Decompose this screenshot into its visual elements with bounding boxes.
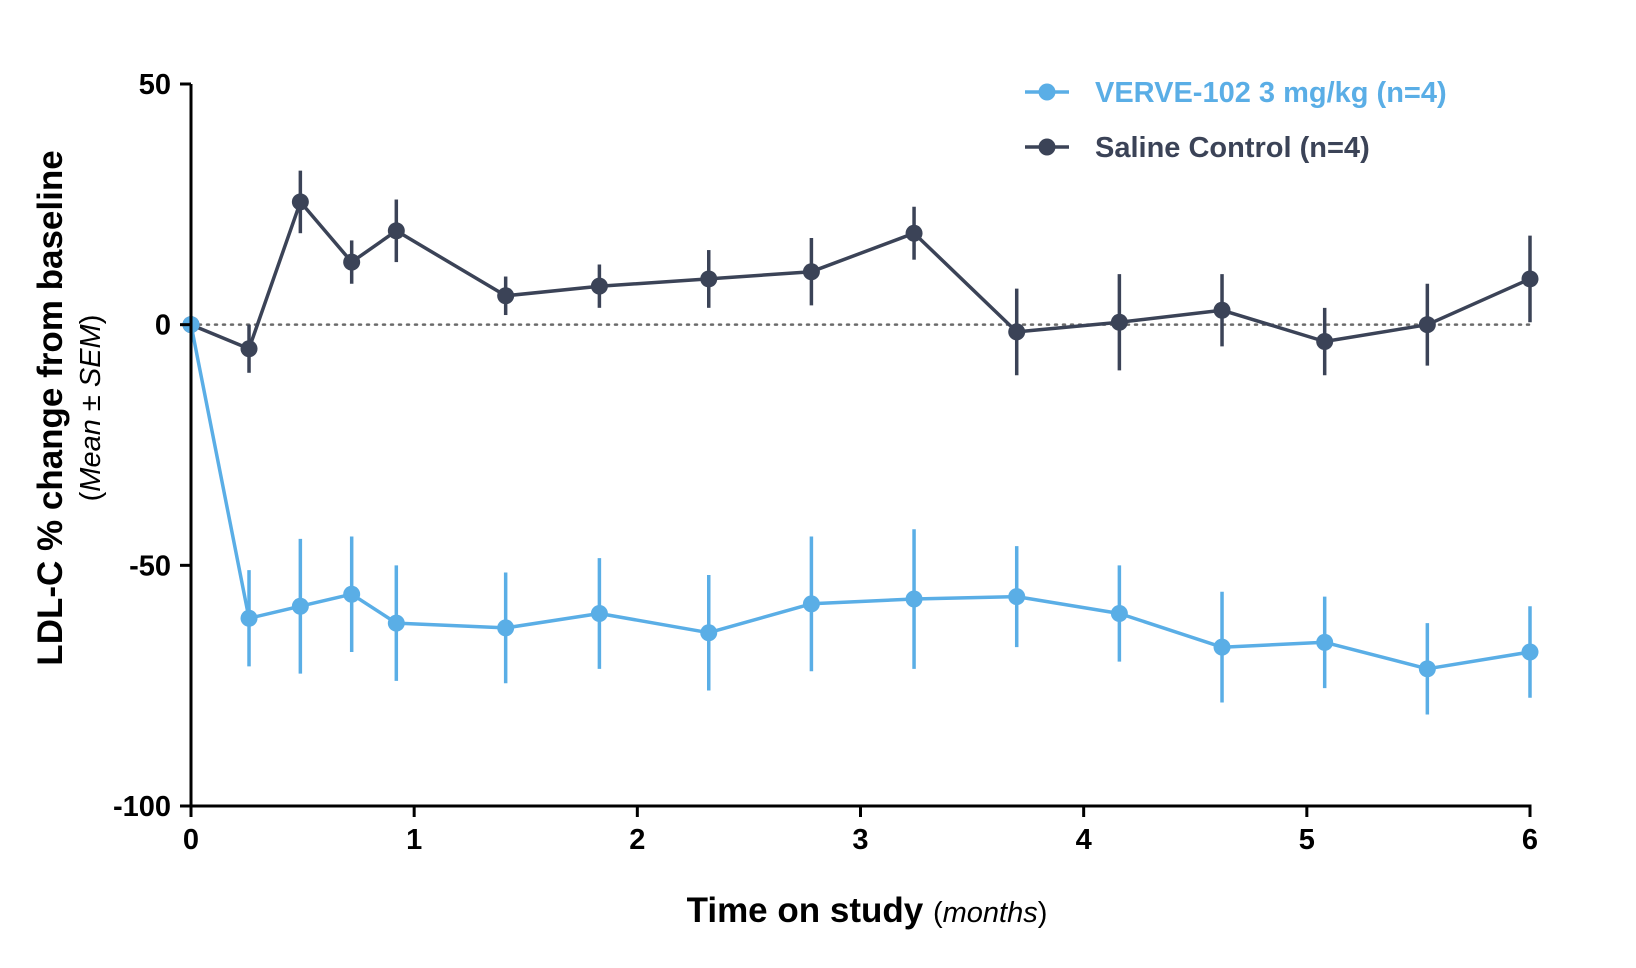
y-axis-title: LDL-C % change from baseline bbox=[31, 150, 70, 665]
data-point bbox=[387, 614, 405, 632]
data-point bbox=[1213, 638, 1231, 656]
data-point bbox=[240, 340, 258, 358]
data-point bbox=[1110, 604, 1128, 622]
data-point bbox=[700, 270, 718, 288]
legend-swatch-marker bbox=[1038, 138, 1056, 156]
legend: VERVE-102 3 mg/kg (n=4) Saline Control (n… bbox=[1025, 77, 1447, 164]
axes: 50 0 -50 -100 0 1 2 3 4 5 6 bbox=[113, 69, 1538, 856]
x-tick-label: 0 bbox=[183, 824, 199, 856]
y-tick-label: -50 bbox=[129, 550, 171, 582]
legend-item: VERVE-102 3 mg/kg (n=4) bbox=[1025, 77, 1447, 109]
data-point bbox=[291, 193, 309, 211]
series-layer bbox=[182, 170, 1539, 715]
data-point bbox=[905, 224, 923, 242]
y-axis-label: LDL-C % change from baseline bbox=[31, 150, 70, 665]
series-line bbox=[189, 324, 1531, 671]
data-point bbox=[1316, 333, 1334, 351]
data-point bbox=[1008, 323, 1026, 341]
x-tick-label: 2 bbox=[629, 824, 645, 856]
x-axis-title: Time on study (months) bbox=[687, 891, 1048, 930]
y-tick-label: 50 bbox=[139, 69, 171, 101]
data-point bbox=[240, 609, 258, 627]
x-tick-label: 6 bbox=[1522, 824, 1538, 856]
data-point bbox=[497, 287, 515, 305]
legend-label: Saline Control (n=4) bbox=[1095, 132, 1370, 164]
x-tick-label: 1 bbox=[406, 824, 422, 856]
data-point bbox=[1316, 633, 1334, 651]
data-point bbox=[343, 253, 361, 271]
data-point bbox=[1008, 588, 1026, 606]
series-1 bbox=[182, 170, 1539, 376]
x-tick-label: 4 bbox=[1076, 824, 1092, 856]
data-point bbox=[1418, 660, 1436, 678]
data-point bbox=[802, 263, 820, 281]
data-point bbox=[1213, 301, 1231, 319]
y-tick-label: -100 bbox=[113, 791, 171, 823]
data-point bbox=[1110, 313, 1128, 331]
y-tick-label: 0 bbox=[155, 310, 171, 342]
series-line bbox=[190, 200, 1531, 351]
data-point bbox=[590, 604, 608, 622]
legend-swatch-marker bbox=[1038, 83, 1056, 101]
x-axis-label: Time on study bbox=[687, 891, 924, 930]
x-axis-unit: months bbox=[943, 897, 1038, 929]
x-tick-label: 3 bbox=[852, 824, 868, 856]
data-point bbox=[291, 597, 309, 615]
series-0 bbox=[182, 316, 1539, 715]
data-point bbox=[802, 595, 820, 613]
data-point bbox=[343, 585, 361, 603]
data-point bbox=[905, 590, 923, 608]
data-point bbox=[1521, 643, 1539, 661]
y-axis-sublabel: Mean ± SEM bbox=[75, 323, 107, 491]
data-point bbox=[590, 277, 608, 295]
legend-label: VERVE-102 3 mg/kg (n=4) bbox=[1095, 77, 1447, 109]
y-axis-sublabel-text: (Mean ± SEM) bbox=[75, 315, 107, 502]
legend-item: Saline Control (n=4) bbox=[1025, 132, 1370, 164]
data-point bbox=[387, 222, 405, 240]
data-point bbox=[1418, 316, 1436, 334]
data-point bbox=[1521, 270, 1539, 288]
y-axis-subtitle: (Mean ± SEM) bbox=[75, 315, 107, 502]
data-point bbox=[700, 624, 718, 642]
x-tick-label: 5 bbox=[1299, 824, 1315, 856]
data-point bbox=[497, 619, 515, 637]
